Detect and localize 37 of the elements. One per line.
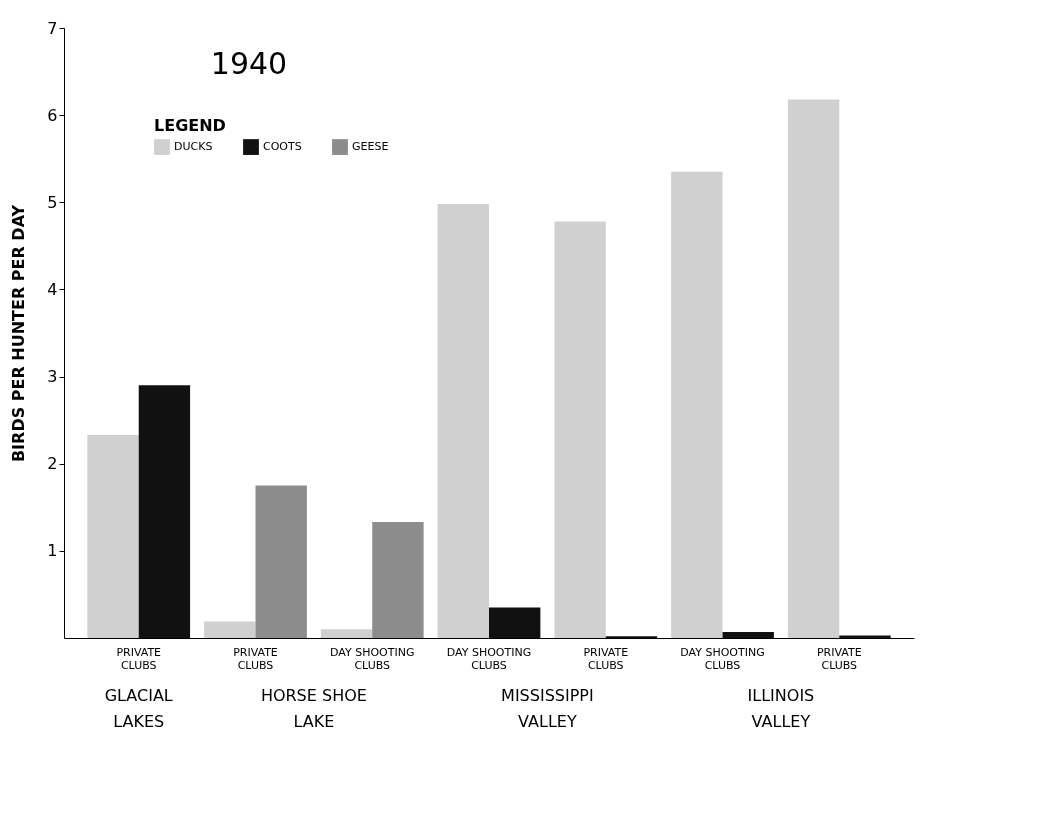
y-tick-label: 4: [47, 279, 58, 299]
legend-label: COOTS: [263, 140, 302, 154]
x-tick-label: DAY SHOOTING CLUBS: [446, 645, 532, 672]
bar: [320, 629, 373, 638]
y-tick-label: 1: [47, 541, 58, 561]
x-tick-label: PRIVATE CLUBS: [816, 645, 862, 672]
y-tick-label: 6: [47, 105, 58, 125]
bar: [255, 485, 307, 638]
y-tick-label: 2: [47, 454, 58, 474]
y-tick-label: 7: [47, 18, 58, 38]
y-axis-title: BIRDS PER HUNTER PER DAY: [9, 204, 29, 463]
y-tick-label: 5: [47, 192, 58, 212]
x-tick-label: DAY SHOOTING CLUBS: [330, 645, 415, 672]
text: 1940: [210, 46, 288, 81]
bar: [372, 522, 424, 638]
text: MISSISSIPPI VALLEY: [501, 686, 594, 731]
x-tick-label: PRIVATE CLUBS: [233, 645, 278, 672]
bar: [138, 385, 191, 638]
bar: [489, 607, 541, 638]
bar: [437, 204, 489, 638]
bar: [839, 635, 891, 638]
text: GLACIAL LAKES: [104, 686, 173, 731]
text: HORSE SHOE LAKE: [260, 686, 367, 731]
x-tick-label: PRIVATE CLUBS: [583, 645, 629, 672]
legend-title: LEGEND: [154, 116, 226, 135]
x-tick-label: PRIVATE CLUBS: [116, 645, 162, 672]
bar: [87, 434, 139, 638]
bar: [671, 171, 723, 638]
legend-label: DUCKS: [174, 140, 213, 154]
bar: [554, 221, 606, 638]
y-tick-label: 3: [47, 367, 58, 387]
bar: [787, 99, 840, 638]
text: ILLINOIS VALLEY: [747, 686, 815, 731]
bar: [204, 621, 256, 638]
bar: [722, 631, 774, 638]
x-tick-label: DAY SHOOTING CLUBS: [680, 645, 765, 672]
legend-label: GEESE: [352, 140, 389, 154]
